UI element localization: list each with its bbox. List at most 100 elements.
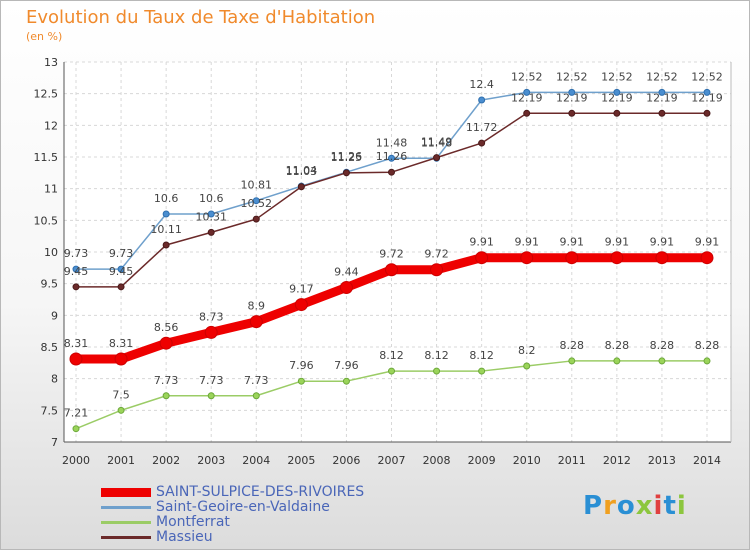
data-label-massieu: 12.19	[691, 91, 723, 104]
data-label-saint-geoire-en-valdaine: 10.81	[241, 179, 273, 192]
x-tick-label: 2009	[468, 454, 496, 467]
data-point-saint-geoire-en-valdaine	[658, 88, 666, 96]
data-label-saint-geoire-en-valdaine: 11.48	[376, 136, 408, 149]
data-point-massieu	[207, 228, 215, 236]
chart-title: Evolution du Taux de Taxe d'Habitation	[26, 7, 376, 28]
data-point-saint-geoire-en-valdaine	[252, 197, 260, 205]
legend-swatch	[101, 506, 151, 509]
legend-swatch	[101, 488, 151, 497]
legend-item-montferrat: Montferrat	[101, 514, 421, 531]
data-point-saint-geoire-en-valdaine	[478, 96, 486, 104]
data-label-montferrat: 8.28	[605, 339, 630, 352]
data-label-massieu: 10.52	[241, 197, 273, 210]
data-point-montferrat	[297, 377, 305, 385]
data-point-massieu	[72, 283, 80, 291]
data-point-massieu	[703, 109, 711, 117]
data-point-saint-geoire-en-valdaine	[117, 265, 125, 273]
data-label-massieu: 11.49	[421, 136, 453, 149]
data-label-saint-sulpice-des-rivoires: 9.91	[695, 236, 720, 249]
data-label-montferrat: 8.28	[560, 339, 585, 352]
data-label-saint-sulpice-des-rivoires: 8.56	[154, 321, 179, 334]
y-tick-label: 9	[51, 309, 58, 322]
data-point-saint-geoire-en-valdaine	[568, 88, 576, 96]
data-label-saint-sulpice-des-rivoires: 8.9	[248, 300, 266, 313]
data-label-massieu: 11.26	[376, 150, 408, 163]
data-label-montferrat: 7.73	[199, 374, 224, 387]
legend-label: Saint-Geoire-en-Valdaine	[156, 499, 330, 515]
x-tick-label: 2011	[558, 454, 586, 467]
legend-swatch	[101, 536, 151, 539]
data-label-montferrat: 8.12	[424, 349, 449, 362]
data-point-saint-sulpice-des-rivoires	[294, 298, 308, 312]
y-tick-label: 7	[51, 436, 58, 449]
data-point-saint-geoire-en-valdaine	[523, 88, 531, 96]
data-point-montferrat	[72, 425, 80, 433]
data-point-massieu	[658, 109, 666, 117]
data-label-massieu: 11.25	[331, 151, 363, 164]
data-label-saint-sulpice-des-rivoires: 9.72	[424, 248, 449, 261]
data-point-saint-sulpice-des-rivoires	[655, 251, 669, 265]
data-point-saint-geoire-en-valdaine	[388, 154, 395, 162]
data-point-massieu	[117, 283, 125, 291]
data-point-saint-sulpice-des-rivoires	[430, 263, 444, 277]
data-point-saint-sulpice-des-rivoires	[565, 251, 579, 265]
data-label-montferrat: 8.28	[695, 339, 720, 352]
data-label-saint-geoire-en-valdaine: 10.6	[154, 192, 179, 205]
data-label-massieu: 10.31	[195, 210, 227, 223]
legend-label: Massieu	[156, 529, 213, 545]
data-label-saint-geoire-en-valdaine: 12.4	[469, 78, 494, 91]
y-tick-label: 9.5	[41, 278, 59, 291]
data-label-montferrat: 7.5	[112, 388, 130, 401]
data-label-montferrat: 7.96	[334, 359, 359, 372]
legend-label: Montferrat	[156, 514, 230, 530]
data-point-montferrat	[703, 357, 711, 365]
data-label-montferrat: 7.73	[244, 374, 269, 387]
legend: SAINT-SULPICE-DES-RIVOIRES Saint-Geoire-e…	[101, 484, 421, 546]
y-tick-label: 13	[44, 56, 58, 69]
x-tick-label: 2007	[378, 454, 406, 467]
data-point-montferrat	[658, 357, 666, 365]
y-tick-label: 8	[51, 373, 58, 386]
data-point-massieu	[162, 241, 170, 249]
data-label-montferrat: 7.21	[64, 407, 89, 420]
x-tick-label: 2003	[197, 454, 225, 467]
data-point-massieu	[433, 154, 441, 162]
data-point-saint-geoire-en-valdaine	[613, 88, 621, 96]
legend-item-saint-sulpice-des-rivoires: SAINT-SULPICE-DES-RIVOIRES	[101, 484, 421, 501]
x-tick-label: 2001	[107, 454, 135, 467]
data-point-montferrat	[207, 392, 215, 400]
data-label-saint-sulpice-des-rivoires: 9.91	[514, 236, 539, 249]
y-tick-label: 7.5	[41, 404, 59, 417]
x-tick-label: 2012	[603, 454, 631, 467]
data-point-montferrat	[568, 357, 576, 365]
data-label-saint-geoire-en-valdaine: 11.48	[421, 136, 453, 149]
y-tick-label: 12	[44, 119, 58, 132]
data-point-saint-sulpice-des-rivoires	[610, 251, 624, 265]
x-tick-label: 2004	[242, 454, 270, 467]
data-point-saint-sulpice-des-rivoires	[204, 325, 218, 339]
data-label-montferrat: 8.2	[518, 344, 536, 357]
data-point-massieu	[568, 109, 576, 117]
y-axis-unit: (en %)	[26, 30, 63, 43]
x-tick-label: 2014	[693, 454, 721, 467]
data-label-saint-sulpice-des-rivoires: 9.44	[334, 265, 359, 278]
data-label-saint-geoire-en-valdaine: 12.52	[511, 70, 543, 83]
data-label-massieu: 12.19	[646, 91, 678, 104]
y-tick-label: 10.5	[34, 214, 59, 227]
data-point-montferrat	[433, 367, 441, 375]
data-label-saint-sulpice-des-rivoires: 9.91	[469, 236, 494, 249]
data-label-saint-sulpice-des-rivoires: 9.91	[560, 236, 585, 249]
data-point-massieu	[523, 109, 531, 117]
x-tick-label: 2005	[287, 454, 315, 467]
data-label-massieu: 12.19	[601, 91, 633, 104]
y-tick-label: 8.5	[41, 341, 59, 354]
legend-swatch	[101, 521, 151, 524]
data-point-saint-sulpice-des-rivoires	[159, 336, 173, 350]
data-point-saint-sulpice-des-rivoires	[475, 251, 489, 265]
data-label-montferrat: 8.12	[379, 349, 404, 362]
data-point-montferrat	[162, 392, 170, 400]
data-label-montferrat: 7.96	[289, 359, 314, 372]
data-label-montferrat: 8.12	[469, 349, 494, 362]
data-point-massieu	[613, 109, 621, 117]
